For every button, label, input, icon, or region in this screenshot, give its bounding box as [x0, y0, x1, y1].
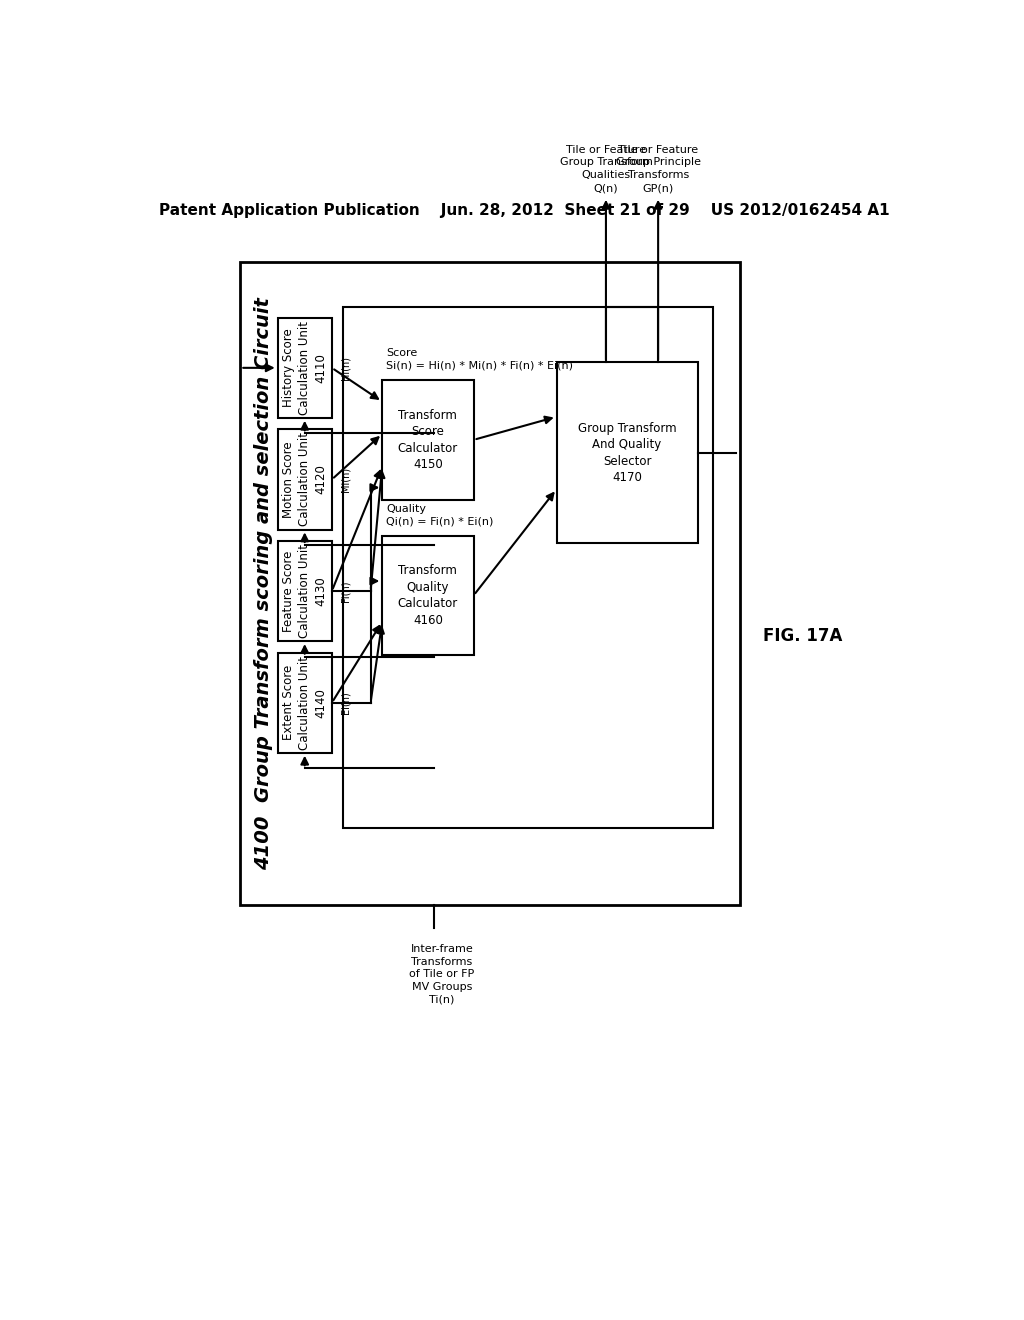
Text: Tile or Feature
Group Principle
Transforms
GP(n): Tile or Feature Group Principle Transfor…	[615, 145, 700, 193]
Text: Group Transform
And Quality
Selector
4170: Group Transform And Quality Selector 417…	[578, 421, 677, 484]
Text: Mi(n): Mi(n)	[341, 467, 351, 492]
Text: Feature Score
Calculation Unit
4130: Feature Score Calculation Unit 4130	[282, 544, 328, 638]
Text: FIG. 17A: FIG. 17A	[763, 627, 842, 644]
Text: Fi(n): Fi(n)	[341, 581, 351, 602]
Text: Patent Application Publication    Jun. 28, 2012  Sheet 21 of 29    US 2012/01624: Patent Application Publication Jun. 28, …	[160, 203, 890, 218]
Text: Hi(n): Hi(n)	[341, 356, 351, 380]
Text: Quality
Qi(n) = Fi(n) * Ei(n): Quality Qi(n) = Fi(n) * Ei(n)	[386, 504, 494, 527]
Text: Inter-frame
Transforms
of Tile or FP
MV Groups
Ti(n): Inter-frame Transforms of Tile or FP MV …	[410, 944, 474, 1005]
Bar	[241, 263, 740, 906]
Bar	[382, 536, 474, 655]
Bar	[278, 318, 332, 418]
Text: Transform
Score
Calculator
4150: Transform Score Calculator 4150	[397, 409, 458, 471]
Bar	[382, 380, 474, 499]
Text: 4100  Group Transform scoring and selection Circuit: 4100 Group Transform scoring and selecti…	[254, 297, 273, 870]
Text: Score
Si(n) = Hi(n) * Mi(n) * Fi(n) * Ei(n): Score Si(n) = Hi(n) * Mi(n) * Fi(n) * Ei…	[386, 348, 573, 371]
Bar	[343, 308, 713, 829]
Text: Transform
Quality
Calculator
4160: Transform Quality Calculator 4160	[397, 564, 458, 627]
Text: History Score
Calculation Unit
4110: History Score Calculation Unit 4110	[282, 321, 328, 414]
Bar	[557, 363, 697, 544]
Text: Tile or Feature
Group Transform
Qualities
Q(n): Tile or Feature Group Transform Qualitie…	[559, 145, 652, 193]
Bar	[278, 653, 332, 752]
Text: Extent Score
Calculation Unit
4140: Extent Score Calculation Unit 4140	[282, 656, 328, 750]
Text: Motion Score
Calculation Unit
4120: Motion Score Calculation Unit 4120	[282, 433, 328, 527]
Text: Ei(n): Ei(n)	[341, 692, 351, 714]
Bar	[278, 429, 332, 529]
Bar	[278, 541, 332, 642]
